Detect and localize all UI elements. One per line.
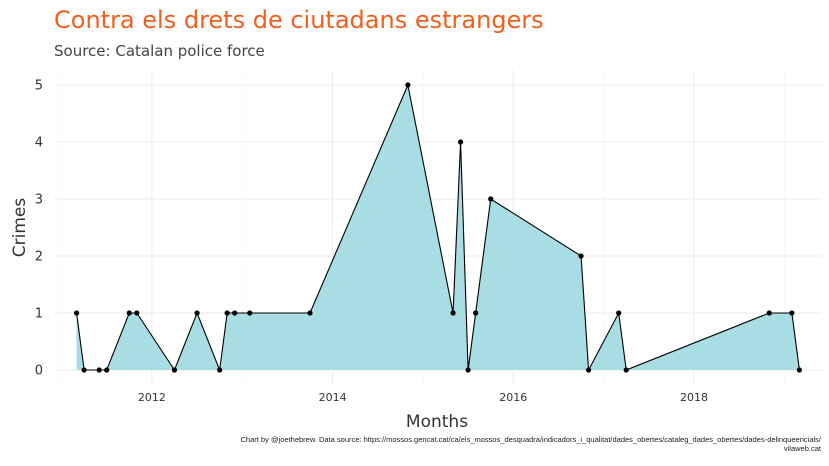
data-point (96, 367, 102, 373)
data-point (232, 310, 238, 316)
y-axis-title: Crimes (10, 198, 30, 258)
data-point (623, 367, 629, 373)
data-point (307, 310, 313, 316)
data-point (450, 310, 456, 316)
data-point (81, 367, 87, 373)
chart-subtitle: Source: Catalan police force (54, 42, 265, 60)
x-tick-label: 2014 (319, 391, 347, 404)
data-point (616, 310, 622, 316)
data-point (134, 310, 140, 316)
area-fill (76, 85, 800, 370)
data-point (171, 367, 178, 373)
data-point (766, 310, 772, 316)
data-point (457, 139, 464, 145)
y-tick-label: 1 (35, 307, 43, 322)
chart-title: Contra els drets de ciutadans estrangers (54, 6, 544, 34)
y-tick-label: 2 (35, 250, 43, 265)
x-tick-label: 2018 (680, 391, 708, 404)
caption-source: Chart by @joethebrew. Data source: https… (240, 435, 821, 444)
data-point (796, 367, 803, 373)
data-point (73, 310, 80, 316)
y-tick-label: 5 (35, 79, 43, 94)
data-point (405, 82, 411, 88)
data-point (465, 367, 471, 373)
data-point (126, 310, 132, 316)
data-point (578, 253, 584, 259)
data-point (194, 310, 200, 316)
data-point (217, 367, 223, 373)
y-tick-label: 4 (35, 136, 43, 151)
x-tick-label: 2012 (138, 391, 166, 404)
data-point (488, 196, 494, 202)
data-point (104, 367, 110, 373)
x-axis-title: Months (406, 412, 468, 432)
chart-caption: Chart by @joethebrew. Data source: https… (241, 435, 821, 453)
x-tick-label: 2016 (499, 391, 527, 404)
data-point (585, 367, 592, 373)
data-point (224, 310, 230, 316)
caption-site: vilaweb.cat (783, 444, 821, 453)
y-tick-label: 3 (35, 193, 43, 208)
data-point (789, 310, 795, 316)
y-tick-label: 0 (35, 364, 43, 379)
data-point (247, 310, 253, 316)
data-point (473, 310, 479, 316)
